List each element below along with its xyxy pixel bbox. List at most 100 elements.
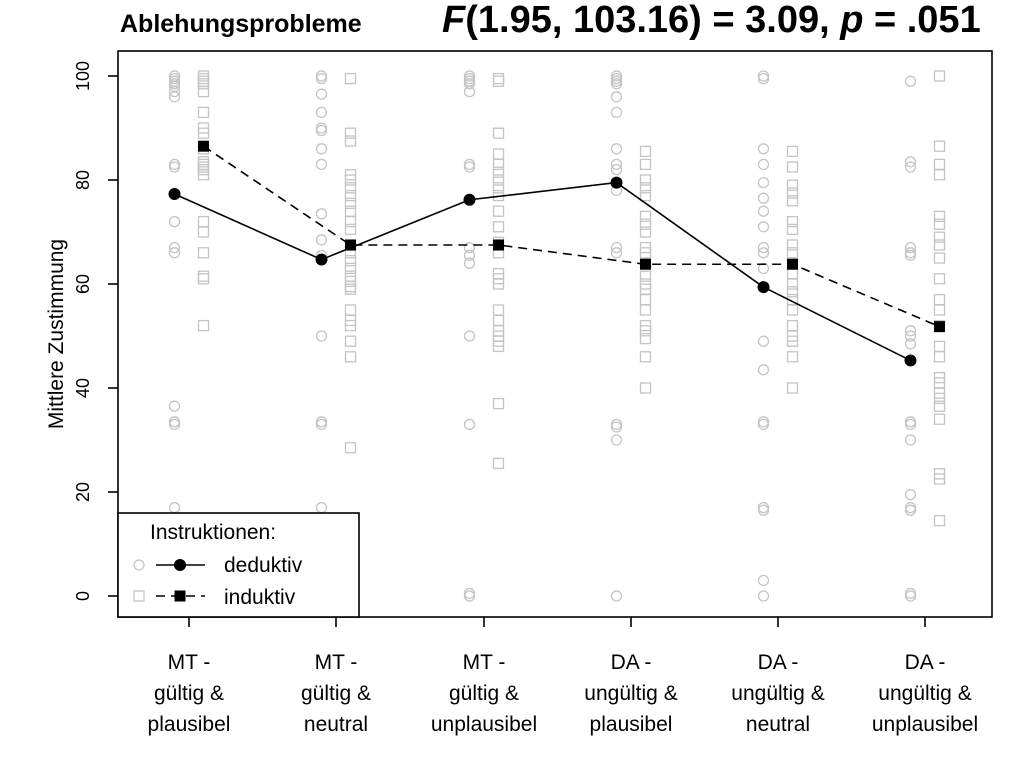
raw-point-deduktiv: [610, 91, 623, 103]
y-tick-label: 40: [73, 378, 93, 398]
raw-point-induktiv: [197, 78, 210, 90]
x-tick-label: ungültig &: [731, 682, 824, 705]
raw-point-induktiv: [492, 148, 505, 160]
raw-point-induktiv: [786, 187, 799, 199]
raw-point-deduktiv: [315, 330, 328, 342]
raw-point-induktiv: [197, 247, 210, 259]
raw-point-deduktiv: [610, 247, 623, 259]
legend-mean-circle: [174, 559, 186, 571]
raw-point-induktiv: [639, 145, 652, 158]
mean-line-deduktiv: [174, 181, 911, 362]
raw-point-deduktiv: [168, 247, 181, 259]
raw-point-induktiv: [492, 314, 505, 327]
raw-point-deduktiv: [315, 124, 328, 137]
raw-point-deduktiv: [168, 91, 181, 103]
raw-point-induktiv: [492, 75, 505, 87]
raw-point-deduktiv: [463, 590, 476, 602]
raw-point-deduktiv: [904, 338, 917, 350]
raw-point-deduktiv: [610, 590, 623, 602]
y-axis-label: Mittlere Zustimmung: [45, 239, 68, 429]
raw-point-induktiv: [492, 278, 505, 290]
raw-point-deduktiv: [904, 241, 917, 254]
raw-point-deduktiv: [315, 158, 328, 171]
raw-point-induktiv: [933, 158, 946, 171]
p-symbol: p: [839, 0, 863, 41]
mean-markers-layer: [168, 140, 945, 367]
raw-point-deduktiv: [315, 501, 328, 514]
raw-point-induktiv: [492, 166, 505, 178]
raw-point-induktiv: [786, 179, 799, 191]
raw-point-induktiv: [933, 239, 946, 251]
mean-point-deduktiv: [168, 188, 181, 201]
x-tick-label: MT -: [168, 651, 211, 674]
raw-point-deduktiv: [463, 330, 476, 342]
raw-point-induktiv: [344, 254, 357, 267]
raw-point-induktiv: [933, 273, 946, 285]
raw-point-induktiv: [786, 382, 799, 394]
mean-point-induktiv: [198, 140, 209, 152]
raw-point-deduktiv: [315, 418, 328, 431]
mean-point-induktiv: [640, 258, 651, 270]
raw-point-deduktiv: [757, 176, 770, 189]
raw-point-induktiv: [786, 319, 799, 332]
legend-entry-induktiv: induktiv: [224, 586, 296, 609]
raw-point-induktiv: [786, 335, 799, 347]
raw-point-deduktiv: [757, 247, 770, 259]
mean-point-induktiv: [493, 239, 504, 251]
x-tick-label: unplausibel: [431, 713, 537, 736]
raw-point-deduktiv: [904, 330, 917, 342]
raw-point-deduktiv: [904, 504, 917, 516]
raw-point-induktiv: [344, 197, 357, 210]
raw-point-deduktiv: [168, 215, 181, 228]
raw-point-deduktiv: [904, 418, 917, 431]
raw-point-induktiv: [344, 135, 357, 147]
raw-point-induktiv: [492, 205, 505, 217]
y-tick-label: 0: [73, 591, 93, 601]
raw-point-induktiv: [492, 340, 505, 353]
raw-point-deduktiv: [757, 205, 770, 217]
legend-entry-deduktiv: deduktiv: [224, 554, 303, 577]
raw-point-induktiv: [639, 174, 652, 186]
raw-point-induktiv: [639, 351, 652, 363]
raw-point-induktiv: [639, 325, 652, 337]
raw-point-deduktiv: [904, 249, 917, 262]
mean-lines-layer: [174, 145, 940, 362]
raw-point-induktiv: [344, 215, 357, 228]
raw-point-induktiv: [933, 293, 946, 306]
x-tick-label: DA -: [758, 651, 799, 674]
stat-symbol: F: [442, 0, 467, 41]
mean-point-induktiv: [787, 258, 798, 270]
raw-point-induktiv: [197, 106, 210, 119]
raw-point-deduktiv: [463, 161, 476, 173]
raw-point-deduktiv: [904, 434, 917, 446]
mean-point-induktiv: [934, 321, 945, 333]
raw-point-induktiv: [933, 70, 946, 82]
raw-point-deduktiv: [610, 78, 623, 90]
raw-point-deduktiv: [610, 163, 623, 176]
x-tick-label: plausibel: [148, 713, 231, 736]
raw-point-induktiv: [492, 72, 505, 85]
raw-point-induktiv: [344, 205, 357, 217]
raw-point-induktiv: [197, 273, 210, 285]
raw-point-deduktiv: [610, 143, 623, 155]
mean-point-deduktiv: [904, 354, 917, 367]
raw-point-induktiv: [639, 270, 652, 282]
raw-point-induktiv: [933, 514, 946, 527]
raw-point-induktiv: [344, 223, 357, 236]
raw-point-deduktiv: [757, 418, 770, 431]
raw-point-induktiv: [344, 182, 357, 194]
x-tick-label: DA -: [905, 651, 946, 674]
p-value: = .051: [863, 0, 980, 41]
mean-point-deduktiv: [610, 176, 623, 189]
raw-point-induktiv: [786, 239, 799, 251]
raw-point-induktiv: [344, 304, 357, 316]
raw-point-induktiv: [639, 382, 652, 394]
y-axis: 0 20 40 60 80 100: [73, 61, 118, 601]
raw-point-induktiv: [933, 231, 946, 243]
raw-point-deduktiv: [315, 106, 328, 119]
raw-point-induktiv: [933, 351, 946, 363]
raw-point-induktiv: [197, 270, 210, 282]
stat-args: (1.95, 103.16) = 3.09,: [465, 0, 840, 41]
raw-point-induktiv: [933, 473, 946, 485]
y-tick-label: 80: [73, 170, 93, 190]
